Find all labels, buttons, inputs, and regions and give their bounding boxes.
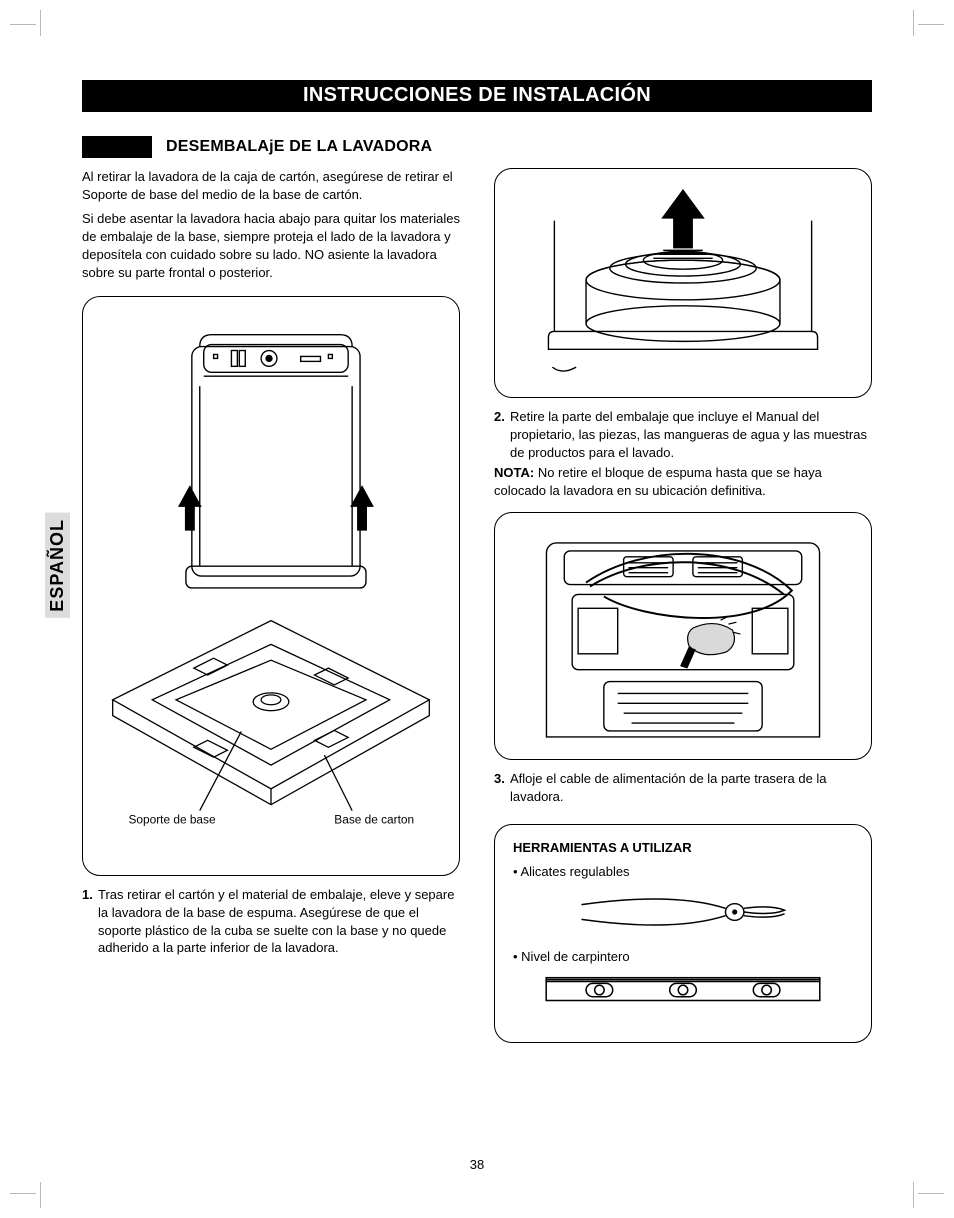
nota-label: NOTA: [494,465,534,480]
svg-text:Base de carton: Base de carton [334,812,414,826]
figure-lift-tub [494,168,872,398]
page-number: 38 [0,1157,954,1172]
tool-level-label: • Nivel de carpintero [513,948,853,966]
figure-back-cord [494,512,872,760]
step-1: 1. Tras retirar el cartón y el material … [82,886,460,958]
pliers-icon [563,886,803,938]
nota-line: NOTA: No retire el bloque de espuma hast… [494,464,872,500]
step-3-text: Afloje el cable de alimentación de la pa… [510,770,872,806]
step-3-number: 3. [494,770,510,806]
nota-text: No retire el bloque de espuma hasta que … [494,465,822,498]
tools-title: HERRAMIENTAS A UTILIZAR [513,839,853,857]
tool-pliers-label: • Alicates regulables [513,863,853,881]
step-3: 3. Afloje el cable de alimentación de la… [494,770,872,806]
page-banner: INSTRUCCIONES DE INSTALACIÓN [82,80,872,112]
step-2-number: 2. [494,408,510,462]
language-tab-label: ESPAÑOL [45,513,70,618]
intro-paragraph-2: Si debe asentar la lavadora hacia abajo … [82,210,460,282]
left-column: Al retirar la lavadora de la caja de car… [82,168,460,1043]
tools-box: HERRAMIENTAS A UTILIZAR • Alicates regul… [494,824,872,1044]
section-marker [82,136,152,158]
section-title: DESEMBALAjE DE LA LAVADORA [166,138,432,156]
section-header: DESEMBALAjE DE LA LAVADORA [82,136,872,158]
step-2-text: Retire la parte del embalaje que incluye… [510,408,872,462]
step-2: 2. Retire la parte del embalaje que incl… [494,408,872,462]
step-1-number: 1. [82,886,98,958]
svg-text:Soporte de base: Soporte de base [129,812,216,826]
intro-paragraph-1: Al retirar la lavadora de la caja de car… [82,168,460,204]
level-icon [538,972,828,1010]
right-column: 2. Retire la parte del embalaje que incl… [494,168,872,1043]
page-banner-text: INSTRUCCIONES DE INSTALACIÓN [303,84,651,106]
language-tab: ESPAÑOL [44,510,70,620]
figure-washer-and-base: Soporte de base Base de carton [82,296,460,876]
step-1-text: Tras retirar el cartón y el material de … [98,886,460,958]
